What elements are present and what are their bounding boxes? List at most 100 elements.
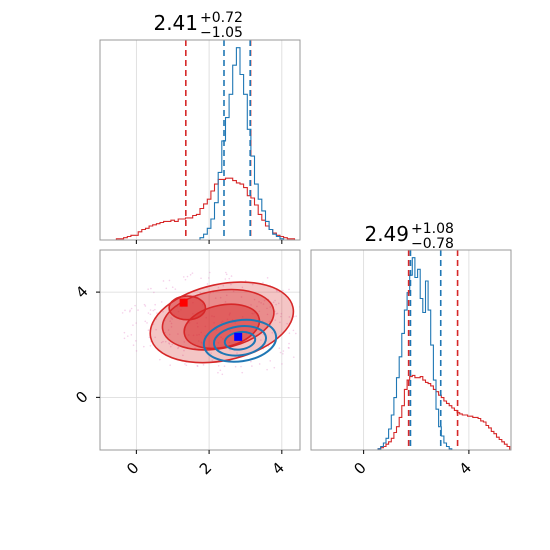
sample-point	[160, 301, 163, 303]
sample-point	[217, 364, 220, 367]
sample-point	[189, 274, 192, 276]
sample-point	[274, 299, 276, 302]
sample-point	[208, 271, 211, 274]
sample-point	[228, 314, 231, 316]
top-frame	[99, 39, 301, 241]
sample-point	[149, 313, 152, 316]
joint-y-tick-label: 4	[72, 282, 91, 301]
sample-point	[295, 315, 297, 317]
sample-point	[228, 277, 231, 280]
joint-x-ticks: 0 2 4	[123, 450, 288, 478]
sample-point	[210, 352, 212, 354]
sample-point	[205, 316, 208, 319]
sample-point	[219, 296, 222, 299]
sample-point	[262, 303, 265, 305]
sample-point	[152, 309, 155, 312]
sample-point	[268, 320, 271, 323]
sample-point	[191, 272, 194, 274]
sample-point	[196, 334, 198, 336]
sample-point	[236, 352, 238, 354]
sample-point	[282, 352, 284, 355]
sample-point	[222, 338, 224, 340]
sample-point	[132, 324, 134, 326]
sample-point	[250, 304, 252, 306]
sample-point	[213, 315, 215, 318]
sample-point	[177, 347, 179, 350]
sample-point	[168, 342, 171, 345]
sample-point	[196, 365, 199, 367]
sample-point	[224, 278, 227, 280]
sample-point	[251, 312, 253, 315]
sample-point	[121, 312, 124, 314]
sample-point	[202, 364, 205, 366]
sample-point	[154, 308, 156, 311]
red-contour-level-3	[168, 295, 207, 321]
sample-point	[126, 335, 129, 337]
right-x-tick-label: 0	[350, 459, 369, 478]
sample-point	[307, 333, 309, 335]
sample-point	[169, 364, 171, 366]
sample-point	[160, 341, 163, 344]
sample-point	[292, 329, 295, 332]
sample-point	[162, 280, 165, 282]
sample-point	[266, 277, 269, 279]
sample-point	[277, 302, 280, 305]
sample-point	[182, 276, 185, 278]
sample-point	[271, 331, 274, 334]
sample-point	[164, 340, 167, 343]
marker-3	[234, 332, 243, 341]
sample-point	[253, 298, 256, 301]
sample-point	[240, 296, 243, 298]
sample-point	[186, 275, 189, 278]
sample-point	[213, 322, 215, 324]
sample-point	[217, 371, 219, 374]
sample-point	[168, 342, 170, 344]
sample-point	[286, 322, 288, 325]
sample-point	[174, 288, 177, 290]
joint-x-tick-label: 0	[123, 459, 142, 478]
right-title-main: 2.49	[364, 222, 409, 246]
sample-point	[147, 329, 150, 332]
sample-point	[279, 351, 282, 354]
sample-point	[196, 325, 199, 328]
sample-point	[303, 295, 305, 297]
sample-point	[294, 332, 297, 335]
sample-point	[217, 341, 220, 344]
sample-point	[258, 300, 260, 303]
sample-point	[144, 305, 147, 307]
sample-point	[241, 316, 244, 318]
sample-point	[215, 328, 218, 331]
sample-point	[132, 344, 135, 346]
sample-point	[147, 288, 149, 290]
sample-point	[228, 341, 231, 344]
sample-point	[147, 312, 150, 314]
sample-point	[196, 322, 199, 325]
sample-point	[306, 320, 308, 322]
blue-contour-level-1	[212, 325, 268, 357]
sample-point	[185, 364, 188, 367]
marker-2	[179, 298, 188, 307]
sample-point	[170, 326, 173, 328]
sample-point	[130, 333, 133, 336]
sample-point	[266, 307, 268, 310]
sample-point	[183, 341, 186, 343]
sample-point	[225, 271, 227, 274]
sample-point	[260, 302, 262, 304]
sample-point	[266, 368, 268, 371]
sample-point	[135, 322, 137, 324]
marker-0	[103, 483, 111, 491]
marginal-histogram-param-1: 2.41 +0.72 −1.05	[99, 10, 301, 244]
histogram-series-1	[377, 257, 453, 450]
sample-point	[135, 340, 137, 342]
sample-point	[273, 366, 276, 369]
sample-point	[150, 287, 152, 290]
sample-point	[192, 334, 195, 337]
right-title-minus: −0.78	[411, 236, 454, 252]
sample-point	[152, 323, 155, 325]
sample-point	[288, 316, 291, 318]
sample-point	[146, 322, 148, 324]
top-histograms	[115, 47, 296, 240]
sample-point	[197, 340, 200, 342]
sample-point	[201, 342, 203, 344]
